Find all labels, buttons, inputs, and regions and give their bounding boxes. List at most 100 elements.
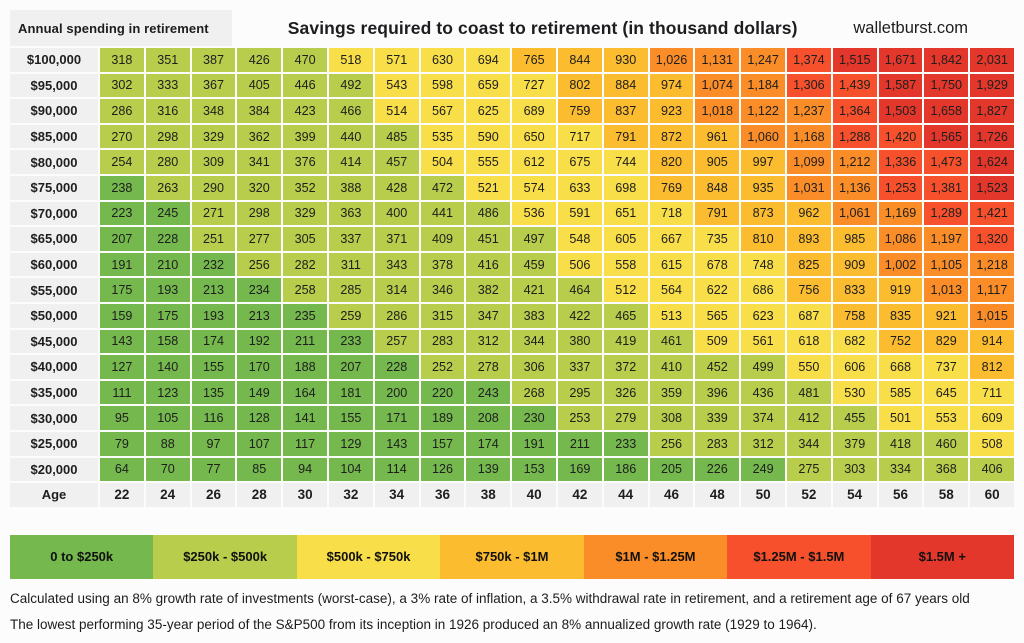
heatmap-cell: 451	[466, 227, 511, 251]
heatmap-cell: 171	[374, 406, 419, 430]
legend-item: $750k - $1M	[440, 534, 584, 579]
heatmap-cell: 844	[557, 48, 602, 72]
heatmap-cell: 286	[100, 99, 144, 123]
heatmap-cell: 1,503	[878, 99, 923, 123]
heatmap-cell: 70	[145, 457, 190, 482]
age-cell: 34	[374, 483, 419, 507]
heatmap-cell: 416	[466, 252, 511, 277]
heatmap-cell: 615	[649, 252, 694, 277]
heatmap-cell: 513	[649, 303, 694, 328]
heatmap-cell: 668	[878, 355, 923, 379]
heatmap-cell: 418	[878, 431, 923, 456]
heatmap-cell: 312	[741, 431, 785, 456]
heatmap-cell: 974	[649, 73, 694, 98]
heatmap-cell: 492	[328, 73, 373, 98]
heatmap-cell: 835	[878, 303, 923, 328]
heatmap-cell: 318	[100, 48, 144, 72]
heatmap-cell: 1,013	[924, 278, 969, 302]
age-cell: 22	[100, 483, 144, 507]
heatmap-cell: 930	[603, 48, 648, 72]
heatmap-cell: 320	[237, 175, 282, 200]
heatmap-cell: 228	[145, 227, 190, 251]
legend-item: $1.25M - $1.5M	[727, 534, 871, 579]
heatmap-cell: 829	[924, 329, 969, 354]
heatmap-cell: 514	[374, 99, 419, 123]
heatmap-cell: 193	[145, 278, 190, 302]
heatmap-cell: 238	[100, 175, 144, 200]
row-label: $30,000	[10, 406, 98, 430]
heatmap-cell: 1,122	[741, 99, 785, 123]
heatmap-cell: 158	[145, 329, 190, 354]
heatmap-cell: 464	[557, 278, 602, 302]
heatmap-cell: 485	[374, 124, 419, 149]
heatmap-cell: 625	[466, 99, 511, 123]
heatmap-cell: 329	[191, 124, 236, 149]
heatmap-cell: 223	[100, 201, 144, 226]
heatmap-cell: 769	[649, 175, 694, 200]
heatmap-cell: 258	[283, 278, 327, 302]
age-cell: 56	[878, 483, 923, 507]
heatmap-cell: 682	[832, 329, 877, 354]
heatmap-cell: 200	[374, 380, 419, 405]
heatmap-cell: 191	[100, 252, 144, 277]
heatmap-cell: 188	[283, 355, 327, 379]
heatmap-cell: 88	[145, 431, 190, 456]
heatmap-cell: 141	[283, 406, 327, 430]
heatmap-cell: 633	[557, 175, 602, 200]
heatmap-cell: 422	[557, 303, 602, 328]
heatmap-cell: 1,381	[924, 175, 969, 200]
heatmap-cell: 521	[466, 175, 511, 200]
heatmap-cell: 175	[145, 303, 190, 328]
heatmap-cell: 1,750	[924, 73, 969, 98]
heatmap-cell: 609	[970, 406, 1014, 430]
age-cell: 28	[237, 483, 282, 507]
heatmap-cell: 213	[237, 303, 282, 328]
heatmap-cell: 316	[145, 99, 190, 123]
chart-title: Savings required to coast to retirement …	[287, 17, 798, 38]
heatmap-cell: 558	[603, 252, 648, 277]
heatmap-cell: 446	[283, 73, 327, 98]
heatmap-grid: $100,000 318 351 387 426 470 518 571 630 694 765 84…	[10, 48, 1014, 507]
heatmap-cell: 362	[237, 124, 282, 149]
heatmap-cell: 359	[649, 380, 694, 405]
row-label: $50,000	[10, 303, 98, 328]
heatmap-cell: 574	[512, 175, 556, 200]
heatmap-cell: 962	[786, 201, 831, 226]
heatmap-cell: 337	[328, 227, 373, 251]
heatmap-cell: 1,253	[878, 175, 923, 200]
heatmap-cell: 295	[557, 380, 602, 405]
heatmap-cell: 1,031	[786, 175, 831, 200]
heatmap-cell: 1,015	[970, 303, 1014, 328]
heatmap-cell: 678	[695, 252, 740, 277]
site-link: walletburst.com	[853, 18, 968, 37]
heatmap-cell: 623	[741, 303, 785, 328]
heatmap-cell: 1,060	[741, 124, 785, 149]
heatmap-cell: 1,026	[649, 48, 694, 72]
heatmap-cell: 1,624	[970, 150, 1014, 174]
age-cell: 24	[145, 483, 190, 507]
heatmap-cell: 232	[191, 252, 236, 277]
age-cell: 58	[924, 483, 969, 507]
age-cell: 60	[970, 483, 1014, 507]
heatmap-cell: 298	[237, 201, 282, 226]
row-label: $100,000	[10, 48, 98, 72]
row-label: $60,000	[10, 252, 98, 277]
heatmap-cell: 848	[695, 175, 740, 200]
heatmap-cell: 1,169	[878, 201, 923, 226]
heatmap-cell: 997	[741, 150, 785, 174]
heatmap-cell: 423	[283, 99, 327, 123]
heatmap-cell: 553	[924, 406, 969, 430]
heatmap-cell: 675	[557, 150, 602, 174]
heatmap-cell: 211	[557, 431, 602, 456]
heatmap-cell: 1,842	[924, 48, 969, 72]
heatmap-cell: 116	[191, 406, 236, 430]
heatmap-cell: 1,565	[924, 124, 969, 149]
heatmap-cell: 486	[466, 201, 511, 226]
heatmap-cell: 1,306	[786, 73, 831, 98]
heatmap-cell: 1,827	[970, 99, 1014, 123]
heatmap-cell: 233	[328, 329, 373, 354]
legend-item: $1.5M +	[870, 534, 1014, 579]
heatmap-cell: 351	[145, 48, 190, 72]
heatmap-cell: 497	[512, 227, 556, 251]
heatmap-cell: 344	[786, 431, 831, 456]
